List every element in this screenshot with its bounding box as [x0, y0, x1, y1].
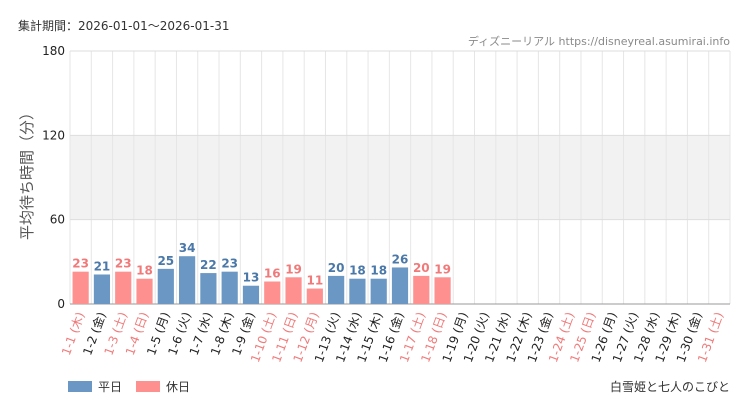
data-label: 20 — [328, 261, 345, 275]
data-label: 22 — [200, 258, 217, 272]
data-label: 23 — [115, 257, 132, 271]
legend-swatch-weekday — [68, 381, 92, 392]
y-tick-label: 180 — [42, 44, 65, 58]
data-label: 16 — [264, 267, 281, 281]
y-tick-label: 60 — [50, 213, 65, 227]
y-tick-label: 0 — [57, 297, 65, 311]
data-label: 19 — [434, 262, 451, 276]
bar — [391, 267, 409, 304]
legend-label-weekday: 平日 — [98, 380, 123, 394]
legend-item-holiday: 休日 — [136, 378, 190, 395]
bar — [115, 271, 132, 304]
attraction-name: 白雪姫と七人のこびと — [609, 380, 730, 394]
legend-swatch-holiday — [136, 381, 161, 392]
data-label: 18 — [370, 264, 387, 278]
data-label: 19 — [285, 262, 302, 276]
bar — [413, 275, 430, 304]
y-tick-label: 120 — [42, 128, 65, 142]
data-label: 11 — [306, 274, 323, 288]
data-label: 13 — [243, 271, 260, 285]
bar — [349, 278, 366, 304]
bar — [136, 278, 153, 304]
bar — [306, 288, 323, 304]
legend-item-weekday: 平日 — [68, 378, 122, 395]
bar — [221, 271, 238, 304]
period-label: 集計期間：2026-01-01〜2026-01-31 — [18, 19, 230, 33]
bar — [200, 273, 217, 304]
bar — [370, 278, 387, 304]
bar — [93, 274, 111, 304]
bar — [328, 275, 345, 304]
data-label: 21 — [94, 259, 111, 273]
bar — [285, 277, 302, 304]
site-credit: ディズニーリアル https://disneyreal.asumirai.inf… — [467, 35, 730, 48]
data-label: 18 — [136, 264, 153, 278]
data-label: 23 — [72, 257, 89, 271]
bar — [157, 268, 174, 304]
bar — [72, 271, 89, 304]
data-label: 25 — [157, 254, 174, 268]
bar — [179, 256, 196, 304]
data-label: 20 — [413, 261, 430, 275]
data-label: 23 — [221, 257, 238, 271]
bar — [264, 281, 281, 304]
bar — [434, 277, 451, 304]
data-label: 18 — [349, 264, 366, 278]
data-label: 34 — [179, 241, 196, 255]
legend-label-holiday: 休日 — [166, 380, 191, 394]
band-60-120 — [70, 135, 730, 220]
bar — [242, 285, 260, 304]
data-label: 26 — [392, 252, 409, 266]
chart-legend: 平日 休日 — [68, 378, 204, 395]
